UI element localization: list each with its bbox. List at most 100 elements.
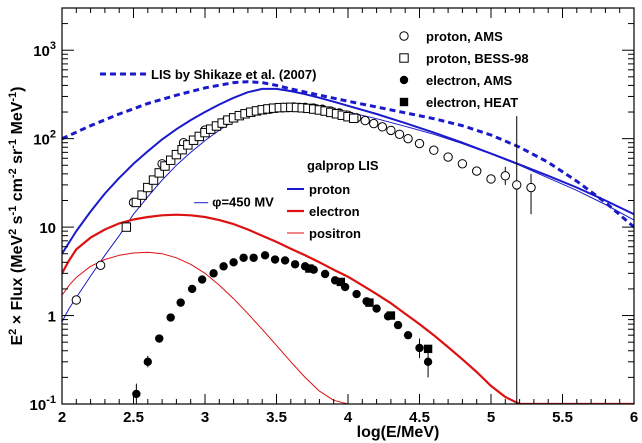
marker-open-circle xyxy=(394,129,405,139)
marker-open-circle xyxy=(486,174,496,184)
marker-filled-square xyxy=(305,264,314,273)
axis-ticks: 2 2.5 3 3.5 4 4.5 5 5.5 6 10-1 1 10 102 103 xyxy=(30,7,638,426)
x-tick-label: 2.5 xyxy=(123,409,144,426)
marker-filled-circle xyxy=(393,320,403,330)
marker-filled-square xyxy=(365,298,374,307)
y-tick-label: 103 xyxy=(33,40,56,60)
marker-filled-circle xyxy=(239,253,248,262)
legend-markers: proton, AMS proton, BESS-98 electron, AMS e… xyxy=(399,29,529,110)
y-tick-label: 102 xyxy=(33,129,56,149)
marker-filled-circle xyxy=(197,275,207,284)
x-tick-label: 3.5 xyxy=(266,409,287,426)
legend-marker-label: proton, AMS xyxy=(426,29,503,44)
y-tick-label: 1 xyxy=(48,309,56,326)
marker-open-circle xyxy=(512,180,522,190)
marker-filled-circle xyxy=(166,313,175,322)
marker-filled-circle xyxy=(132,389,141,399)
marker-open-circle xyxy=(443,152,453,162)
x-tick-label: 2 xyxy=(58,409,66,426)
marker-open-square xyxy=(121,222,132,232)
y-tick-label: 10 xyxy=(39,220,56,237)
legend-line-label: positron xyxy=(309,226,361,241)
marker-filled-circle xyxy=(415,343,424,353)
marker-open-square xyxy=(131,197,142,208)
marker-filled-square xyxy=(336,277,346,287)
marker-filled-circle xyxy=(352,289,361,299)
marker-filled-circle xyxy=(423,357,433,366)
marker-filled-circle xyxy=(320,269,330,279)
marker-open-square xyxy=(148,175,159,185)
phi-annotation: φ=450 MV xyxy=(194,195,274,210)
legend-marker-label: proton, BESS-98 xyxy=(426,51,529,66)
marker-open-square xyxy=(165,155,176,165)
series-line-3 xyxy=(62,213,634,404)
plot-series xyxy=(62,80,634,404)
series-8 xyxy=(305,264,433,354)
marker-filled-circle xyxy=(187,284,197,294)
marker-filled-circle xyxy=(399,75,409,85)
series-5 xyxy=(71,102,536,404)
legend-line-label: electron xyxy=(309,204,360,219)
marker-open-square xyxy=(349,113,359,123)
legend-line-label: proton xyxy=(309,182,350,197)
marker-filled-square xyxy=(386,311,396,320)
marker-open-circle xyxy=(95,260,106,270)
series-1 xyxy=(62,80,634,229)
marker-filled-circle xyxy=(270,255,280,264)
series-6 xyxy=(121,102,359,232)
x-tick-label: 3 xyxy=(201,409,209,426)
marker-filled-circle xyxy=(229,258,238,267)
series-4 xyxy=(62,251,356,404)
x-tick-label: 5.5 xyxy=(552,409,573,426)
marker-filled-circle xyxy=(176,298,185,307)
legend-galprop: galprop LIS proton electron positron xyxy=(287,158,379,241)
series-3 xyxy=(62,213,634,404)
marker-open-square xyxy=(171,149,182,160)
x-tick-label: 6 xyxy=(630,409,638,426)
phi-annotation-label: φ=450 MV xyxy=(212,195,274,210)
marker-filled-circle xyxy=(260,251,270,260)
x-tick-label: 4 xyxy=(344,409,353,426)
marker-open-circle xyxy=(360,115,370,126)
marker-filled-circle xyxy=(219,262,228,271)
x-axis-title: log(E/MeV) xyxy=(357,424,440,441)
marker-filled-circle xyxy=(155,334,164,343)
series-7 xyxy=(132,251,433,404)
marker-open-square xyxy=(137,190,147,200)
marker-filled-circle xyxy=(403,330,413,340)
marker-open-circle xyxy=(500,171,510,181)
legend-marker-label: electron, HEAT xyxy=(426,95,518,110)
marker-filled-square xyxy=(423,344,433,354)
marker-open-square xyxy=(143,182,153,193)
x-tick-label: 4.5 xyxy=(409,409,430,426)
marker-filled-circle xyxy=(372,304,381,313)
marker-open-square xyxy=(399,53,409,63)
marker-filled-circle xyxy=(143,357,152,366)
marker-open-circle xyxy=(377,122,388,132)
marker-filled-circle xyxy=(209,269,218,278)
x-tick-label: 5 xyxy=(487,409,495,426)
y-tick-label: 10-1 xyxy=(30,394,56,414)
legend-lis-label: LIS by Shikaze et al. (2007) xyxy=(151,67,316,82)
marker-open-square xyxy=(177,145,187,155)
marker-filled-square xyxy=(399,97,409,107)
marker-filled-circle xyxy=(280,256,290,265)
y-axis-title: E2 × Flux (MeV2 s-1 cm-2 sr-1 MeV-1) xyxy=(7,86,26,345)
marker-filled-circle xyxy=(249,253,258,262)
marker-open-circle xyxy=(71,295,82,305)
marker-open-circle xyxy=(403,133,413,144)
marker-open-circle xyxy=(399,31,409,41)
legend-marker-label: electron, AMS xyxy=(426,73,513,88)
marker-open-circle xyxy=(369,118,379,129)
marker-filled-circle xyxy=(290,260,300,269)
marker-open-square xyxy=(160,161,170,171)
series-line-4 xyxy=(62,251,356,404)
legend-galprop-title: galprop LIS xyxy=(307,158,379,173)
marker-open-circle xyxy=(457,159,468,169)
marker-open-circle xyxy=(429,145,439,155)
marker-open-square xyxy=(154,168,164,178)
marker-open-circle xyxy=(414,138,425,149)
series-line-1 xyxy=(62,80,634,229)
legend-lis: LIS by Shikaze et al. (2007) xyxy=(100,67,316,82)
